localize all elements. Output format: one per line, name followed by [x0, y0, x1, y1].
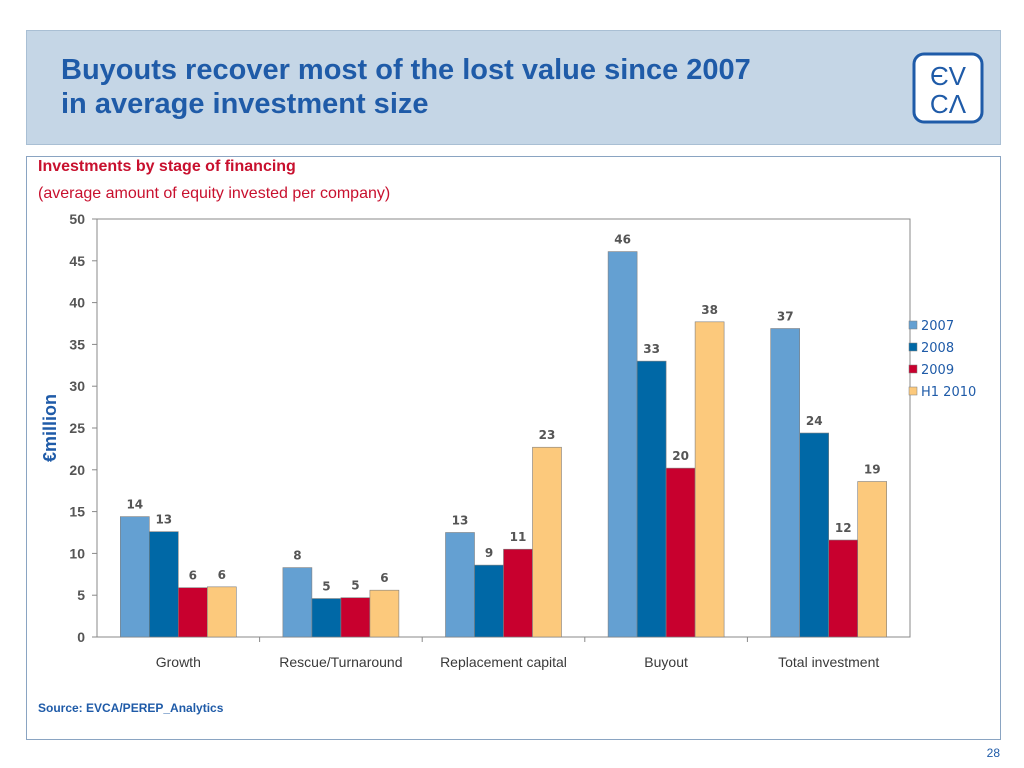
legend-entry: 2008	[921, 341, 954, 356]
y-tick-label: 5	[77, 587, 85, 603]
bar-h1-2010	[369, 589, 400, 638]
bar-2008	[311, 598, 342, 638]
bar-data-label: 11	[510, 530, 527, 544]
y-tick-label: 15	[69, 504, 85, 520]
logo-text-top: ЄV	[930, 61, 967, 91]
bar-data-label: 5	[322, 580, 330, 594]
bar-2007	[120, 516, 150, 638]
bar-2008	[474, 564, 504, 638]
bar-data-label: 33	[643, 342, 660, 356]
bar-2007	[770, 328, 801, 638]
slide-title-line2: in average investment size	[61, 88, 429, 120]
bar-data-label: 19	[864, 463, 881, 477]
y-axis-label: €million	[40, 394, 60, 462]
bar-h1-2010	[694, 321, 725, 638]
slide-title-line1: Buyouts recover most of the lost value s…	[61, 54, 751, 86]
source-note: Source: EVCA/PEREP_Analytics	[38, 701, 224, 715]
bar-2009	[828, 539, 859, 638]
bar-2008	[799, 432, 830, 638]
y-tick-label: 45	[69, 253, 85, 269]
bar-data-label: 13	[155, 513, 172, 527]
bar-data-label: 13	[452, 514, 469, 528]
logo-text-bottom: CΛ	[930, 89, 967, 119]
y-tick-label: 10	[69, 545, 85, 561]
x-category-label: Buyout	[644, 654, 688, 670]
bar-data-label: 6	[189, 569, 197, 583]
evca-logo: ЄV CΛ	[912, 52, 984, 124]
bar-2007	[445, 532, 475, 638]
bar-2009	[503, 548, 533, 638]
bar-data-label: 38	[701, 303, 718, 317]
chart-subtitle-detail: (average amount of equity invested per c…	[38, 185, 391, 202]
bar-data-label: 8	[293, 549, 301, 563]
bar-2009	[178, 587, 208, 638]
bar-data-label: 5	[351, 579, 359, 593]
content-panel	[26, 156, 1001, 740]
slide-title: Buyouts recover most of the lost value s…	[61, 53, 751, 121]
bar-data-label: 24	[806, 414, 823, 428]
y-tick-label: 50	[69, 211, 85, 227]
bar-h1-2010	[857, 481, 888, 638]
title-banner: Buyouts recover most of the lost value s…	[26, 30, 1001, 145]
legend-entry: 2009	[921, 363, 954, 378]
bar-data-label: 46	[614, 233, 631, 247]
bar-h1-2010	[207, 586, 237, 638]
bar-2008	[636, 360, 667, 638]
y-tick-label: 30	[69, 378, 85, 394]
y-tick-label: 0	[77, 629, 85, 645]
bar-data-label: 6	[218, 568, 226, 582]
legend-swatch	[908, 386, 918, 396]
legend-swatch	[908, 320, 918, 330]
bar-data-label: 14	[126, 498, 143, 512]
bar-data-label: 37	[777, 310, 794, 324]
bar-data-label: 12	[835, 521, 852, 535]
bar-2008	[149, 531, 179, 638]
bar-data-label: 9	[485, 546, 493, 560]
page-number: 28	[986, 746, 1000, 760]
bar-2009	[665, 467, 696, 638]
y-tick-label: 40	[69, 295, 85, 311]
y-tick-label: 20	[69, 462, 85, 478]
y-tick-label: 35	[69, 336, 85, 352]
bar-h1-2010	[532, 446, 562, 638]
bar-2007	[282, 567, 313, 638]
legend-swatch	[908, 364, 918, 374]
bar-data-label: 6	[380, 571, 388, 585]
x-category-label: Growth	[156, 654, 201, 670]
bar-data-label: 23	[539, 428, 556, 442]
legend-swatch	[908, 342, 918, 352]
chart-subtitle: Investments by stage of financing	[38, 158, 296, 175]
x-category-label: Rescue/Turnaround	[279, 654, 402, 670]
legend-entry: 2007	[921, 319, 954, 334]
legend-entry: H1 2010	[921, 385, 976, 400]
y-tick-label: 25	[69, 420, 85, 436]
x-category-label: Total investment	[778, 654, 879, 670]
bar-data-label: 20	[672, 449, 689, 463]
bar-2007	[607, 251, 638, 638]
x-category-label: Replacement capital	[440, 654, 567, 670]
bar-2009	[340, 597, 371, 638]
